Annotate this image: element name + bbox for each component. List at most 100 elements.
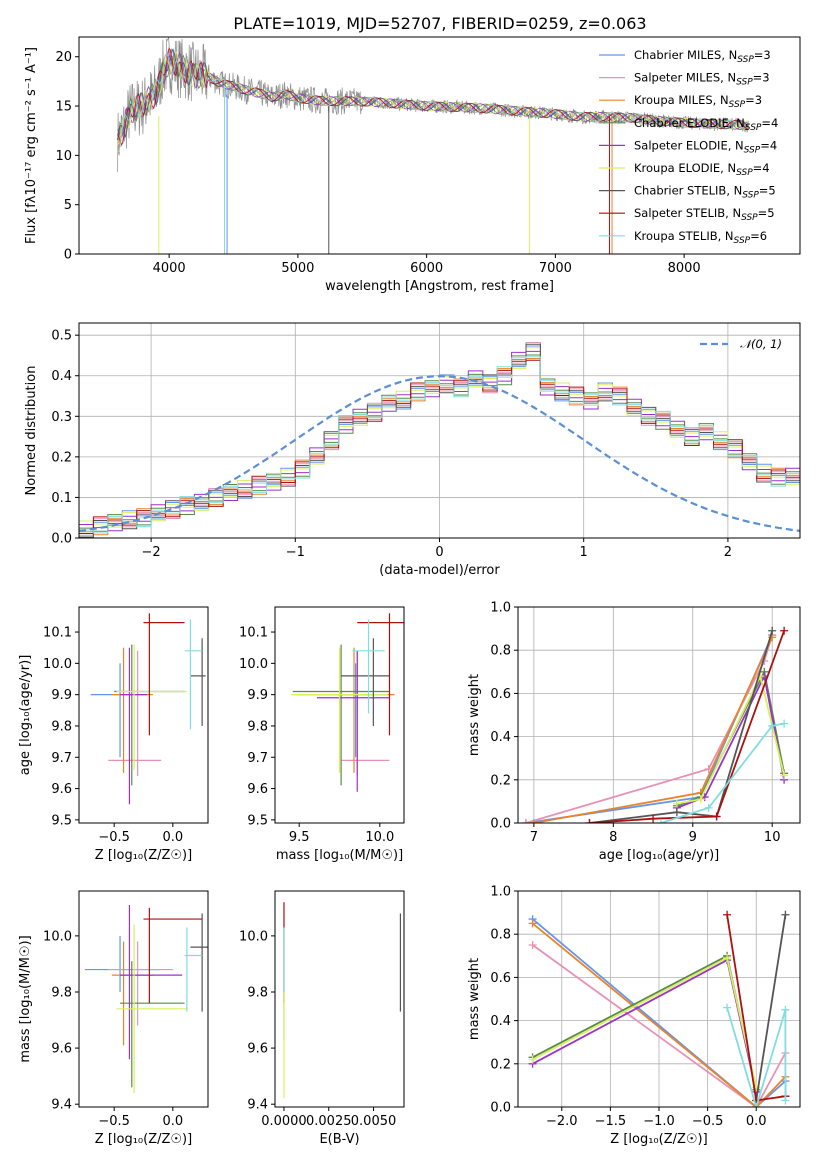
legend-suffix: =4	[753, 161, 770, 175]
weight-marker	[656, 819, 665, 823]
weight-series-chabrier-elodie	[528, 951, 761, 1094]
legend-subscript: SSP	[734, 236, 751, 246]
errorbar-point-kroupa-elodie	[116, 924, 187, 1093]
plot-area	[291, 613, 404, 792]
histogram-salpeter-elodie	[79, 350, 800, 532]
x-tick-label: −0.5	[98, 1114, 130, 1129]
axes: −0.5 0.0 9.5 9.6 9.7 9.8 9.9 10.0 10.1 Z [log₁₀(Z…	[18, 606, 209, 863]
y-tick-label: 9.7	[51, 751, 72, 766]
y-tick-label: 0.2	[51, 450, 72, 465]
x-tick-label: 2	[724, 545, 732, 560]
y-tick-label: 10	[55, 149, 72, 164]
x-axis-label: Z [log₁₀(Z/Z☉)]	[95, 1132, 192, 1147]
x-tick-label: 0.0	[162, 830, 183, 845]
y-axis-label: Flux [fλ10⁻¹⁷ erg cm⁻² s⁻¹ A⁻¹]	[24, 47, 39, 244]
legend-text: Salpeter MILES, N	[634, 71, 736, 85]
age-vs-mass-plot: 9.5 10.0 9.5 9.6 9.7 9.8 9.9 10.0 10.1 mass [log₁…	[239, 606, 405, 863]
y-tick-label: 9.6	[51, 782, 72, 797]
y-tick-label: 0.2	[490, 773, 511, 788]
y-tick-label: 0.4	[490, 730, 511, 745]
weight-marker	[780, 626, 789, 635]
errorbar-point-salpeter-elodie	[120, 905, 183, 1060]
x-tick-label: −0.5	[98, 830, 130, 845]
axes-frame	[517, 606, 801, 824]
residual-histogram-plot: −2 −1 0 1 2 0.0 0.1 0.2 0.3 0.4 0.5 (data-model)/er…	[24, 322, 801, 578]
y-tick-label: 20	[55, 50, 72, 65]
errorbar-point-salpeter-stelib	[143, 907, 203, 1004]
y-tick-label: 0.0	[490, 817, 511, 832]
y-tick-label: 0.1	[51, 491, 72, 506]
weight-line	[726, 1007, 787, 1107]
x-tick-label: 0	[435, 545, 443, 560]
y-axis-label: age [log₁₀(age/yr)]	[18, 655, 33, 776]
weight-marker	[529, 819, 538, 823]
weight-series-kroupa-stelib	[656, 719, 789, 823]
histogram-chabrier-stelib	[79, 343, 800, 538]
weight-marker	[704, 803, 713, 812]
weight-marker	[781, 1096, 790, 1105]
y-tick-label: 10.0	[43, 657, 72, 672]
legend-entry: Chabrier STELIB, NSSP=5	[634, 184, 776, 201]
x-tick-label: −2.0	[546, 1114, 578, 1129]
weight-line	[589, 630, 785, 823]
y-axis-label: mass weight	[467, 958, 482, 1040]
errorbar-point-chabrier-stelib	[190, 913, 208, 1012]
x-tick-label: −1.0	[643, 1114, 675, 1129]
x-axis-label: age [log₁₀(age/yr)]	[599, 848, 720, 863]
weight-marker	[781, 1005, 790, 1014]
normal-curve	[79, 375, 800, 532]
x-tick-label: 4000	[153, 261, 186, 276]
model-spectrum-chabrier-stelib	[117, 48, 749, 141]
weight-marker	[585, 819, 594, 823]
weight-marker	[723, 1003, 732, 1012]
weight-marker	[768, 626, 777, 635]
model-spectrum-kroupa-stelib	[117, 51, 749, 153]
mass-vs-ebv-plot: 0.0000 0.0025 0.0050 9.4 9.6 9.8 10.0 E(B-V)	[239, 890, 405, 1147]
y-tick-label: 1.0	[490, 601, 511, 616]
legend-text: Chabrier STELIB, N	[634, 184, 742, 198]
legend-subscript: SSP	[736, 78, 753, 88]
axes: −2 −1 0 1 2 0.0 0.1 0.2 0.3 0.4 0.5 (data-model)/er…	[24, 322, 801, 578]
y-tick-label: 9.4	[51, 1098, 72, 1113]
legend-suffix: =4	[761, 116, 778, 130]
spectrum-plot: 4000 5000 6000 7000 8000 0 5 10 15 20 wavelength […	[24, 36, 801, 294]
legend-text: Chabrier MILES, N	[634, 48, 737, 62]
axes-frame	[78, 606, 209, 824]
weight-series-kroupa-stelib	[723, 1003, 790, 1107]
y-tick-label: 0.8	[490, 928, 511, 943]
x-tick-label: 0.0050	[351, 1114, 397, 1129]
axes: −0.5 0.0 9.4 9.6 9.8 10.0 Z [log₁₀(Z/Z☉)] mass …	[18, 890, 209, 1147]
weight-marker	[521, 819, 530, 823]
plot-area	[117, 37, 749, 254]
weight-line	[532, 944, 787, 1107]
weight-series-kroupa-miles	[529, 633, 777, 823]
histogram-chabrier-elodie	[79, 354, 800, 532]
y-tick-label: 0.5	[51, 329, 72, 344]
y-tick-label: 9.8	[247, 985, 268, 1000]
legend-entry: Salpeter ELODIE, NSSP=4	[634, 138, 777, 155]
figure-title: PLATE=1019, MJD=52707, FIBERID=0259, z=0…	[233, 14, 646, 33]
plot-area	[84, 905, 208, 1093]
errorbar-point-kroupa-stelib	[352, 619, 385, 714]
x-axis-label: wavelength [Angstrom, rest frame]	[325, 279, 554, 294]
weight-marker	[672, 799, 681, 808]
grid	[518, 606, 800, 824]
y-tick-label: 10.0	[239, 929, 268, 944]
weight-line	[532, 922, 787, 1107]
y-tick-label: 9.6	[51, 1042, 72, 1057]
weight-marker	[696, 795, 705, 804]
errorbar-point-chabrier-elodie	[120, 961, 185, 1088]
errorbar-point-salpeter-miles	[341, 650, 390, 777]
model-spectrum-kroupa-elodie	[117, 51, 749, 145]
plot-area	[90, 613, 206, 805]
x-tick-label: 9.5	[289, 830, 310, 845]
legend-entry: Kroupa ELODIE, NSSP=4	[634, 161, 770, 178]
errorbar-point-kroupa-miles	[337, 647, 395, 773]
legend-entry: Kroupa STELIB, NSSP=6	[634, 229, 767, 246]
x-tick-label: 6000	[410, 261, 443, 276]
legend-subscript: SSP	[742, 191, 759, 201]
weight-marker	[781, 910, 790, 919]
weight-series-kroupa-elodie	[528, 953, 761, 1092]
mass-weight-vs-age-plot: 7 8 9 10 0.0 0.2 0.4 0.6 0.8 1.0 age [log₁₀(age/yr…	[467, 601, 801, 863]
